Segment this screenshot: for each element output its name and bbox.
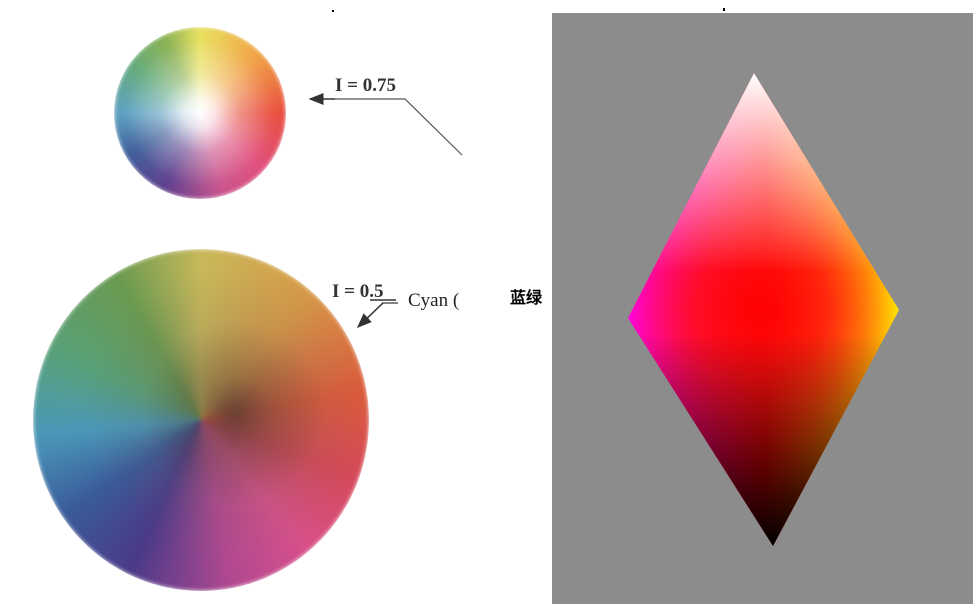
label-cyan: Cyan ( — [408, 290, 460, 311]
tick-mark — [723, 8, 725, 11]
label-cyan-chinese: 蓝绿 — [510, 288, 543, 307]
label-intensity-05: I = 0.5 — [332, 281, 384, 302]
intensity-center — [114, 27, 286, 199]
diamond-intensity-layer — [628, 73, 899, 546]
leader-i075 — [335, 98, 463, 156]
color-solid-panel — [552, 13, 973, 604]
hsi-diamond — [628, 73, 899, 546]
label-intensity-075: I = 0.75 — [335, 75, 396, 96]
intensity-center — [33, 249, 369, 591]
color-wheel-intensity-05 — [33, 249, 369, 591]
arrow-i05 — [356, 302, 384, 329]
color-wheel-intensity-075 — [114, 27, 286, 199]
tick-mark — [332, 10, 334, 12]
